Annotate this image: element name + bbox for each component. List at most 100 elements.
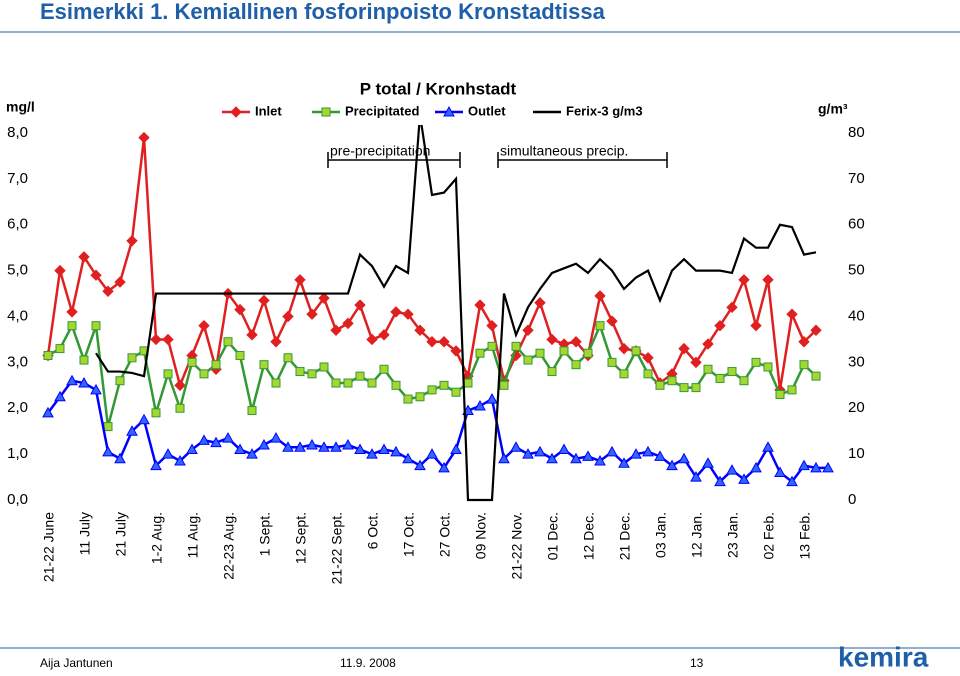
point bbox=[786, 475, 798, 487]
point bbox=[667, 376, 677, 386]
point bbox=[654, 450, 666, 461]
point bbox=[534, 297, 546, 309]
point bbox=[426, 336, 438, 348]
point bbox=[366, 448, 378, 459]
point bbox=[138, 131, 150, 144]
point bbox=[306, 308, 318, 320]
y-tick-label: 1,0 bbox=[7, 445, 28, 462]
y-tick-label: 0,0 bbox=[7, 491, 28, 508]
point bbox=[198, 319, 210, 332]
point bbox=[223, 337, 233, 347]
point bbox=[258, 294, 270, 307]
y-tick-label: 2,0 bbox=[7, 399, 28, 416]
point bbox=[390, 445, 402, 457]
footer-page: 13 bbox=[690, 656, 704, 670]
point bbox=[235, 350, 245, 360]
y-tick-label: 4,0 bbox=[7, 307, 28, 324]
point bbox=[811, 371, 821, 381]
x-tick-label: 21 July bbox=[113, 512, 129, 556]
point bbox=[726, 464, 738, 475]
point bbox=[91, 321, 101, 331]
point bbox=[78, 376, 90, 388]
point bbox=[738, 274, 750, 286]
point bbox=[763, 362, 773, 372]
point bbox=[438, 461, 450, 473]
point bbox=[102, 445, 114, 457]
x-tick-label: 22-23 Aug. bbox=[221, 512, 237, 580]
point bbox=[102, 285, 114, 297]
point bbox=[175, 403, 185, 413]
point bbox=[522, 448, 534, 459]
point bbox=[738, 473, 750, 484]
point bbox=[331, 378, 341, 388]
point bbox=[78, 251, 90, 263]
x-tick-label: 21-22 June bbox=[41, 512, 57, 582]
x-tick-label: 23 Jan. bbox=[725, 512, 741, 558]
annotation: pre-precipitation bbox=[330, 143, 430, 159]
x-tick-label: 03 Jan. bbox=[653, 512, 669, 558]
point bbox=[475, 348, 485, 358]
point bbox=[655, 380, 665, 390]
point bbox=[571, 360, 581, 370]
point bbox=[474, 299, 486, 311]
legend-label: Precipitated bbox=[345, 103, 419, 118]
footer-author: Aija Jantunen bbox=[40, 656, 113, 670]
point bbox=[631, 346, 641, 356]
point bbox=[126, 235, 138, 247]
point bbox=[54, 390, 66, 402]
point bbox=[714, 319, 726, 332]
point bbox=[822, 461, 834, 473]
point bbox=[511, 341, 521, 351]
point bbox=[402, 308, 414, 320]
point bbox=[583, 348, 593, 358]
point bbox=[546, 333, 558, 346]
point bbox=[703, 364, 713, 374]
y2-tick-label: 0 bbox=[848, 491, 856, 508]
point bbox=[618, 457, 630, 468]
point bbox=[378, 329, 390, 341]
x-tick-label: 1 Sept. bbox=[257, 512, 273, 556]
point bbox=[486, 319, 498, 332]
x-tick-label: 01 Dec. bbox=[545, 512, 561, 560]
point bbox=[115, 376, 125, 386]
footer-date: 11.9. 2008 bbox=[340, 656, 396, 670]
point bbox=[355, 371, 365, 381]
point bbox=[439, 380, 449, 390]
point bbox=[642, 352, 654, 364]
y2-tick-label: 80 bbox=[848, 124, 865, 141]
point bbox=[427, 385, 437, 395]
point bbox=[114, 276, 126, 288]
point bbox=[594, 290, 606, 302]
point bbox=[294, 441, 306, 452]
point bbox=[126, 425, 138, 436]
point bbox=[679, 383, 689, 393]
y-tick-label: 6,0 bbox=[7, 216, 28, 233]
point bbox=[319, 362, 329, 372]
point bbox=[450, 345, 462, 357]
point bbox=[762, 274, 774, 286]
point bbox=[702, 338, 714, 350]
point bbox=[246, 448, 258, 459]
y-axis-label: mg/l bbox=[6, 99, 35, 115]
point bbox=[810, 461, 822, 473]
point bbox=[570, 452, 582, 464]
point bbox=[510, 441, 522, 452]
point bbox=[595, 321, 605, 331]
point bbox=[318, 441, 330, 452]
point bbox=[414, 459, 426, 471]
point bbox=[66, 306, 78, 318]
point bbox=[750, 461, 762, 473]
point bbox=[666, 459, 678, 471]
point bbox=[391, 380, 401, 390]
legend-label: Inlet bbox=[255, 103, 282, 118]
y2-tick-label: 10 bbox=[848, 445, 865, 462]
point bbox=[210, 436, 222, 448]
point bbox=[342, 438, 354, 450]
point bbox=[234, 303, 246, 316]
point bbox=[678, 452, 690, 464]
point bbox=[775, 389, 785, 399]
y2-axis-label: g/m³ bbox=[818, 101, 848, 117]
point bbox=[295, 367, 305, 377]
point bbox=[810, 324, 822, 336]
point bbox=[270, 336, 282, 348]
